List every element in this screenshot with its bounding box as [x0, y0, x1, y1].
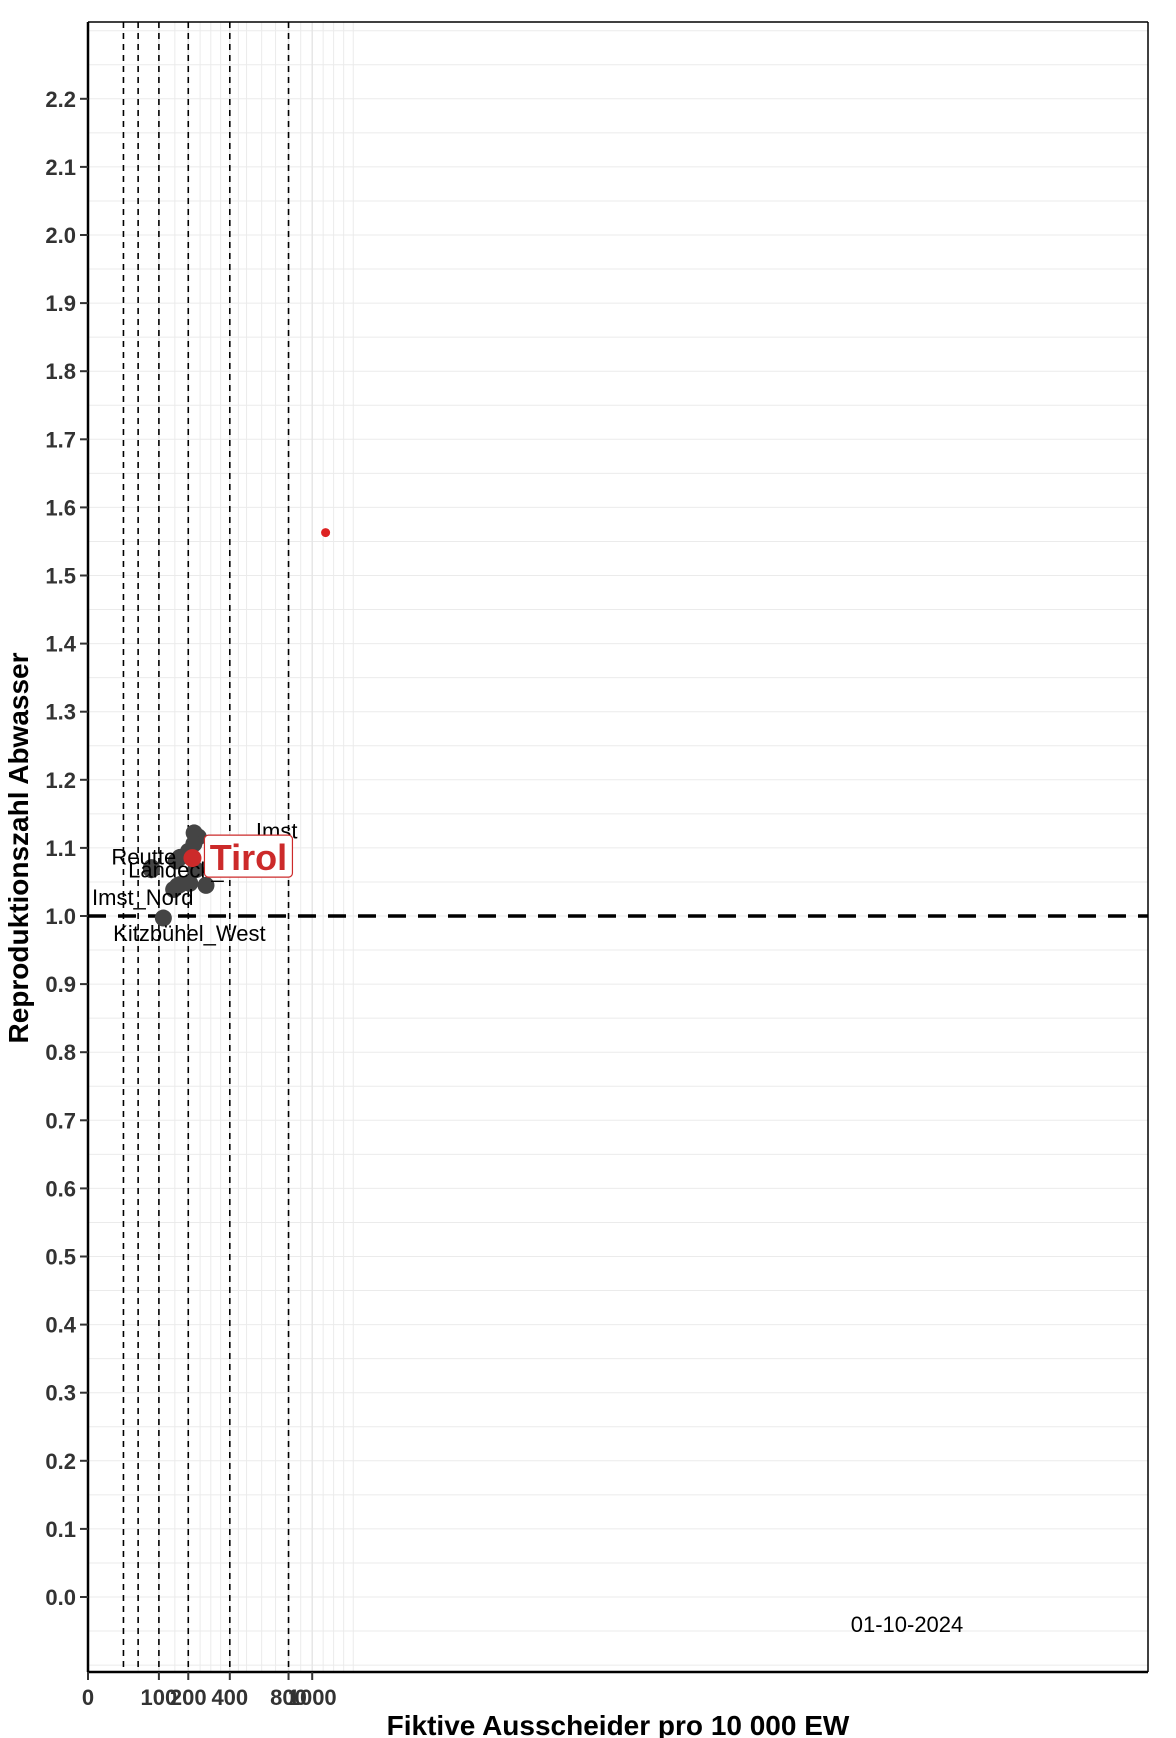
x-tick-label: 200	[170, 1685, 207, 1710]
y-tick-label: 1.3	[45, 700, 76, 725]
y-tick-label: 2.0	[45, 223, 76, 248]
y-tick-label: 0.3	[45, 1381, 76, 1406]
y-tick-label: 1.5	[45, 564, 76, 589]
x-tick-label: 100	[141, 1685, 178, 1710]
highlight-label-box	[203, 834, 294, 878]
y-tick-label: 1.7	[45, 427, 76, 452]
highlight-label: Tirol	[210, 837, 287, 878]
point-label: Reutte	[111, 845, 176, 870]
y-tick-label: 0.1	[45, 1517, 76, 1542]
y-tick-label: 0.8	[45, 1040, 76, 1065]
highlight-point	[183, 849, 202, 868]
x-tick-label: 1000	[288, 1685, 337, 1710]
y-tick-label: 2.1	[45, 155, 76, 180]
y-tick-label: 1.8	[45, 359, 76, 384]
vertical-reference-lines	[122, 22, 290, 1672]
date-annotation: 01-10-2024	[851, 1612, 964, 1637]
outlier-point	[321, 528, 331, 538]
y-tick-label: 0.4	[45, 1313, 76, 1338]
point-label: Kitzbühel_West	[113, 921, 265, 946]
y-tick-label: 1.0	[45, 904, 76, 929]
x-tick-label: 400	[211, 1685, 248, 1710]
x-tick-label: 0	[82, 1685, 94, 1710]
data-point	[185, 835, 203, 853]
y-tick-label: 0.9	[45, 972, 76, 997]
y-tick-label: 0.5	[45, 1245, 76, 1270]
highlight-group: Tirol	[183, 834, 294, 878]
y-tick-label: 0.0	[45, 1585, 76, 1610]
y-tick-label: 0.2	[45, 1449, 76, 1474]
y-tick-label: 1.4	[45, 632, 76, 657]
x-tick-label: 800	[270, 1685, 307, 1710]
y-ticks: 0.0 0.1 0.2 0.3 0.4 0.5 0.6 0.7 0.8 0.9 1.0 1.1 1.2 1…	[45, 87, 88, 1610]
data-point	[154, 909, 172, 927]
y-tick-label: 0.6	[45, 1176, 76, 1201]
data-point	[142, 859, 160, 877]
y-tick-label: 1.2	[45, 768, 76, 793]
y-tick-label: 2.2	[45, 87, 76, 112]
y-tick-label: 1.6	[45, 495, 76, 520]
data-point	[181, 874, 199, 892]
data-point	[197, 876, 215, 894]
x-axis-title: Fiktive Ausscheider pro 10 000 EW	[387, 1710, 850, 1738]
point-label: Imst_Nord	[92, 885, 193, 910]
y-axis-title: Reproduktionszahl Abwasser	[3, 652, 34, 1043]
y-tick-label: 1.9	[45, 291, 76, 316]
y-tick-label: 0.7	[45, 1108, 76, 1133]
y-tick-label: 1.1	[45, 836, 76, 861]
